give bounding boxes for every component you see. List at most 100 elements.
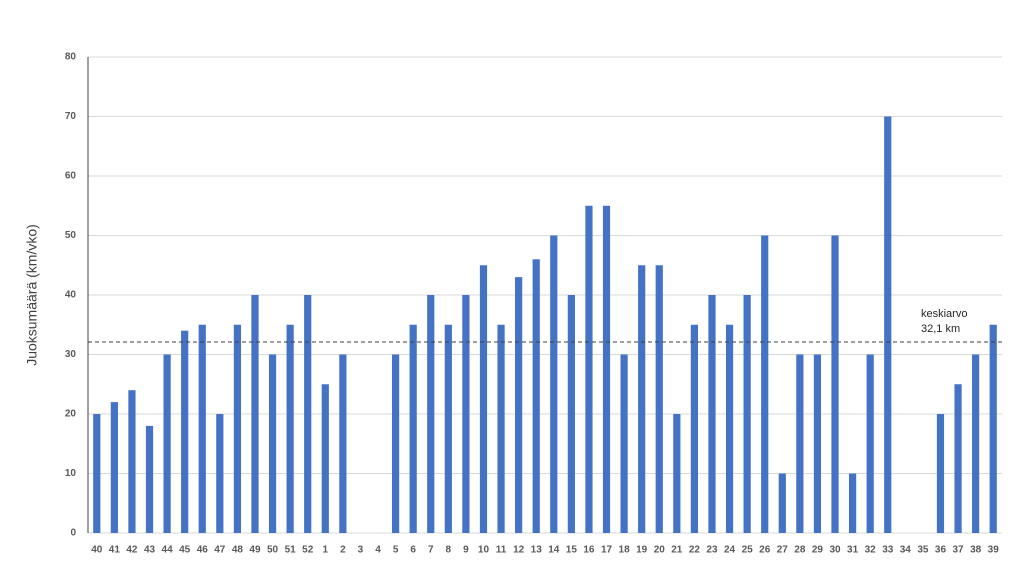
x-tick-label: 24 xyxy=(724,545,736,556)
x-tick-label: 38 xyxy=(970,545,982,556)
x-tick-label: 8 xyxy=(446,545,452,556)
y-tick-label: 60 xyxy=(65,171,77,182)
x-tick-label: 48 xyxy=(232,545,244,556)
bar xyxy=(725,324,734,533)
x-tick-label: 41 xyxy=(109,545,121,556)
bar xyxy=(936,414,945,533)
bar xyxy=(391,354,400,533)
bar xyxy=(831,235,839,533)
bar xyxy=(128,390,136,533)
x-tick-label: 9 xyxy=(463,545,469,556)
x-tick-label: 31 xyxy=(847,545,859,556)
x-tick-label: 39 xyxy=(988,545,1000,556)
bar xyxy=(427,295,435,533)
bar xyxy=(813,354,822,533)
y-tick-label: 10 xyxy=(65,468,77,479)
bar xyxy=(690,324,699,533)
x-tick-label: 44 xyxy=(162,545,174,556)
x-tick-label: 4 xyxy=(375,545,381,556)
bar xyxy=(304,295,312,533)
bar xyxy=(163,354,171,533)
x-tick-label: 33 xyxy=(882,545,894,556)
x-tick-label: 50 xyxy=(267,545,279,556)
bar xyxy=(708,295,716,533)
x-tick-label: 5 xyxy=(393,545,399,556)
x-tick-label: 19 xyxy=(636,545,648,556)
x-tick-label: 15 xyxy=(566,545,578,556)
bar xyxy=(550,235,558,533)
x-tick-label: 30 xyxy=(829,545,841,556)
bar xyxy=(778,473,786,533)
x-tick-label: 40 xyxy=(91,545,103,556)
x-tick-label: 32 xyxy=(865,545,877,556)
bar xyxy=(638,265,646,533)
bar xyxy=(585,205,593,533)
bar xyxy=(339,354,347,533)
x-tick-label: 21 xyxy=(671,545,683,556)
bar xyxy=(884,116,892,533)
bar xyxy=(532,259,540,533)
x-tick-label: 23 xyxy=(706,545,718,556)
x-tick-label: 1 xyxy=(323,545,329,556)
x-tick-label: 46 xyxy=(197,545,209,556)
x-tick-label: 36 xyxy=(935,545,947,556)
y-tick-label: 0 xyxy=(70,528,76,539)
bar xyxy=(602,205,611,533)
bar xyxy=(110,402,118,533)
bar xyxy=(673,414,681,533)
bar xyxy=(972,354,980,533)
y-axis-title: Juoksumäärä (km/vko) xyxy=(24,224,40,366)
x-tick-label: 6 xyxy=(410,545,416,556)
x-tick-label: 13 xyxy=(531,545,543,556)
bar xyxy=(567,295,575,533)
y-tick-label: 30 xyxy=(65,349,77,360)
bar xyxy=(181,330,189,533)
bar xyxy=(796,354,804,533)
x-tick-label: 28 xyxy=(794,545,806,556)
bar xyxy=(321,384,329,533)
x-tick-label: 25 xyxy=(742,545,754,556)
x-tick-label: 47 xyxy=(214,545,226,556)
annotation: keskiarvo xyxy=(921,308,967,320)
bar xyxy=(497,324,505,533)
x-tick-label: 34 xyxy=(900,545,912,556)
y-tick-label: 80 xyxy=(65,52,77,63)
x-tick-label: 20 xyxy=(654,545,666,556)
y-tick-label: 40 xyxy=(65,290,77,301)
bar xyxy=(251,295,259,533)
bar xyxy=(216,414,224,533)
x-tick-label: 29 xyxy=(812,545,824,556)
bar xyxy=(515,277,523,533)
x-tick-label: 26 xyxy=(759,545,771,556)
bar xyxy=(989,324,997,533)
x-tick-label: 42 xyxy=(126,545,138,556)
bar xyxy=(198,324,206,533)
bar xyxy=(145,425,154,533)
x-tick-label: 35 xyxy=(917,545,929,556)
x-tick-label: 16 xyxy=(583,545,595,556)
x-tick-label: 17 xyxy=(601,545,613,556)
x-tick-label: 22 xyxy=(689,545,701,556)
bar xyxy=(268,354,277,533)
bar xyxy=(444,324,452,533)
x-tick-label: 3 xyxy=(358,545,364,556)
bar xyxy=(848,473,857,533)
bar xyxy=(655,265,663,533)
x-tick-label: 18 xyxy=(619,545,631,556)
bar xyxy=(286,324,294,533)
x-tick-label: 49 xyxy=(249,545,261,556)
bar xyxy=(462,295,470,533)
x-tick-label: 2 xyxy=(340,545,346,556)
x-tick-label: 14 xyxy=(548,545,560,556)
bar xyxy=(93,414,101,533)
x-tick-label: 52 xyxy=(302,545,314,556)
bar xyxy=(409,324,417,533)
annotation: 32,1 km xyxy=(921,323,960,335)
x-tick-label: 12 xyxy=(513,545,525,556)
x-tick-label: 43 xyxy=(144,545,156,556)
bar xyxy=(620,354,628,533)
bar xyxy=(479,265,488,533)
bar xyxy=(743,295,751,533)
y-tick-label: 50 xyxy=(65,230,77,241)
